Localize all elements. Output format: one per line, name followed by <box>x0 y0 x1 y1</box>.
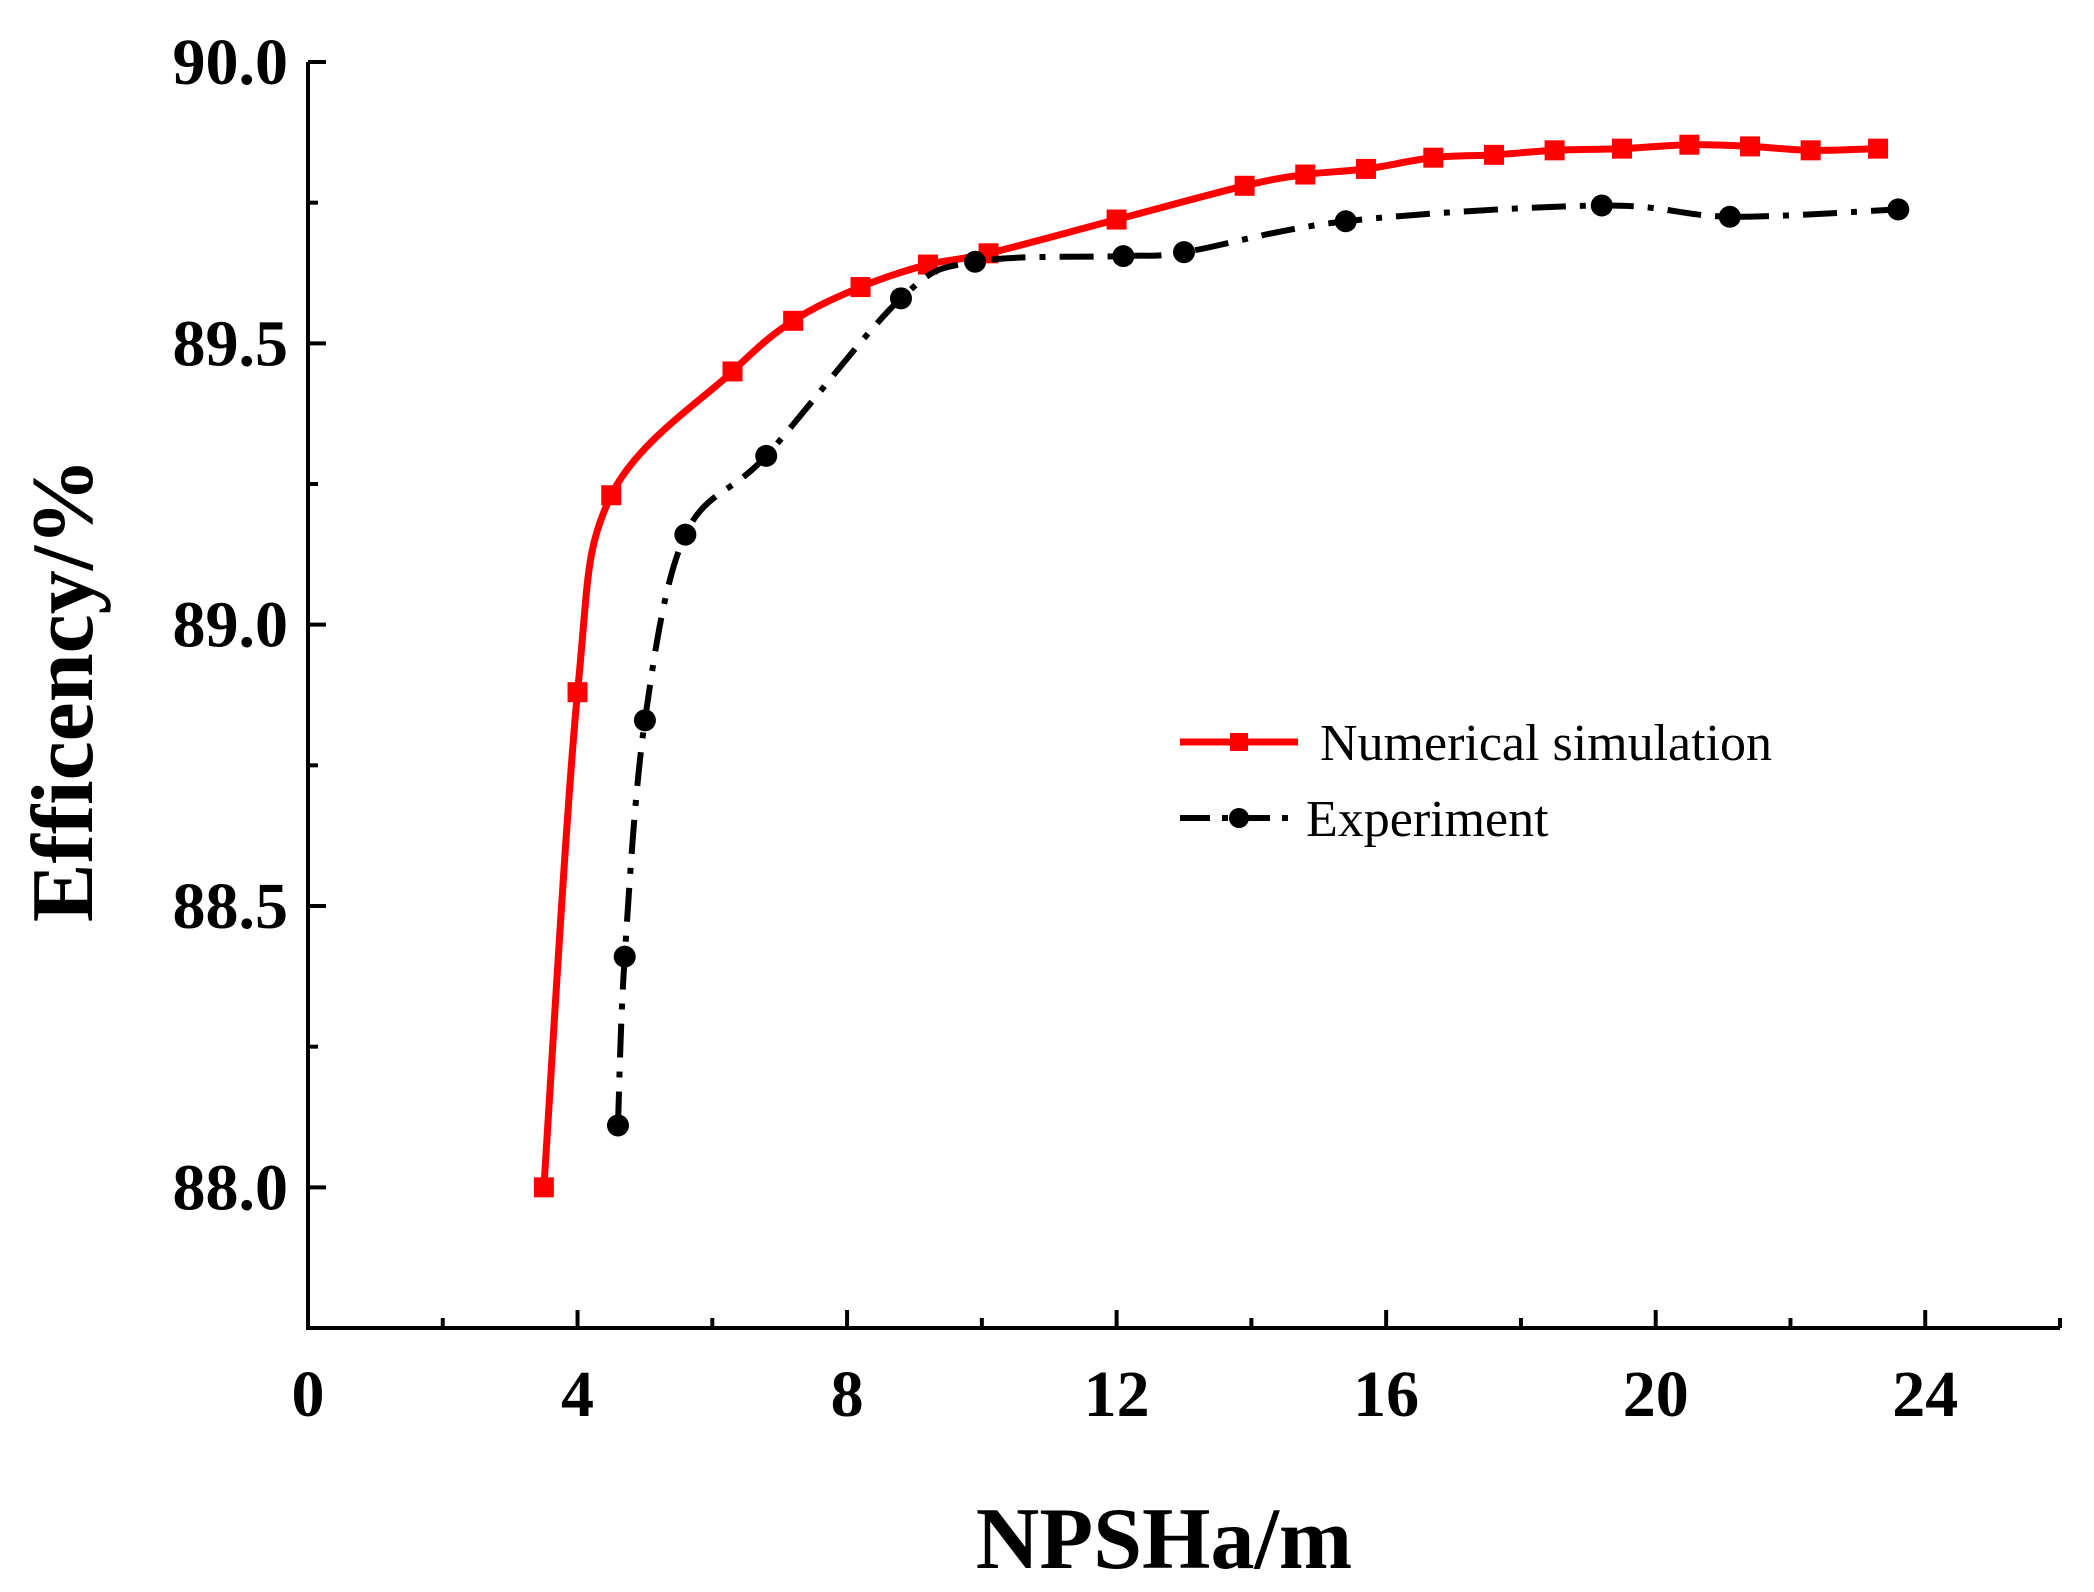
data-point-marker <box>889 287 912 310</box>
x-tick-label: 20 <box>1623 1358 1689 1431</box>
data-point-marker <box>783 310 804 331</box>
data-point-marker <box>1868 138 1889 159</box>
data-point-marker <box>1234 175 1255 196</box>
legend-marker-experiment <box>1229 808 1249 828</box>
series-layer <box>533 134 1910 1198</box>
data-point-marker <box>1740 136 1761 157</box>
data-point-marker <box>755 444 778 467</box>
data-point-marker <box>601 485 622 506</box>
legend-label-experiment: Experiment <box>1306 791 1549 848</box>
data-point-marker <box>1590 194 1613 217</box>
data-point-marker <box>1544 140 1565 161</box>
x-tick-label: 16 <box>1353 1358 1419 1431</box>
data-point-marker <box>633 709 656 732</box>
data-point-marker <box>1106 209 1127 230</box>
x-tick-label: 24 <box>1892 1358 1958 1431</box>
data-point-marker <box>1334 210 1357 233</box>
data-point-marker <box>1112 245 1135 268</box>
x-axis-ticks: 0 4 8 12 16 20 24 <box>292 1310 2062 1431</box>
data-point-marker <box>533 1177 554 1198</box>
data-point-marker <box>1483 144 1504 165</box>
data-point-marker <box>1355 158 1376 179</box>
y-tick-label: 89.5 <box>173 307 289 380</box>
series-numerical-simulation <box>533 134 1889 1198</box>
series-experiment <box>606 194 1910 1137</box>
legend-item-experiment: Experiment <box>1180 791 1549 848</box>
legend-item-numerical-simulation: Numerical simulation <box>1180 715 1772 772</box>
plot-frame <box>306 62 2060 1330</box>
x-tick-label: 12 <box>1084 1358 1150 1431</box>
legend-label-numerical-simulation: Numerical simulation <box>1320 715 1772 772</box>
data-point-marker <box>1612 138 1632 159</box>
series-line <box>540 141 1879 1188</box>
series-line <box>614 202 1899 1126</box>
data-point-marker <box>1423 147 1444 168</box>
data-point-marker <box>1679 134 1700 155</box>
y-tick-label: 88.0 <box>173 1151 289 1224</box>
y-tick-label: 89.0 <box>173 589 289 662</box>
data-point-marker <box>850 277 871 298</box>
y-tick-label: 90.0 <box>173 26 289 99</box>
x-tick-label: 4 <box>561 1358 594 1431</box>
data-point-marker <box>567 682 588 703</box>
x-axis-title: NPSHa/m <box>976 1491 1352 1588</box>
data-point-marker <box>964 250 987 273</box>
data-point-marker <box>1718 205 1741 228</box>
data-point-marker <box>674 523 697 546</box>
data-point-marker <box>722 361 743 382</box>
data-point-marker <box>1295 164 1316 185</box>
legend: Numerical simulation Experiment <box>1180 715 1772 848</box>
data-point-marker <box>613 945 636 968</box>
data-point-marker <box>1800 140 1821 161</box>
data-point-marker <box>1887 198 1910 221</box>
legend-marker-numerical-simulation <box>1230 733 1248 751</box>
x-tick-label: 0 <box>292 1358 325 1431</box>
data-point-marker <box>1173 241 1195 264</box>
y-tick-label: 88.5 <box>173 870 289 943</box>
data-point-marker <box>606 1114 629 1137</box>
y-axis-title: Efficency/% <box>15 458 112 922</box>
y-axis-ticks: 88.0 88.5 89.0 89.5 90.0 <box>173 26 326 1330</box>
x-tick-label: 8 <box>831 1358 864 1431</box>
